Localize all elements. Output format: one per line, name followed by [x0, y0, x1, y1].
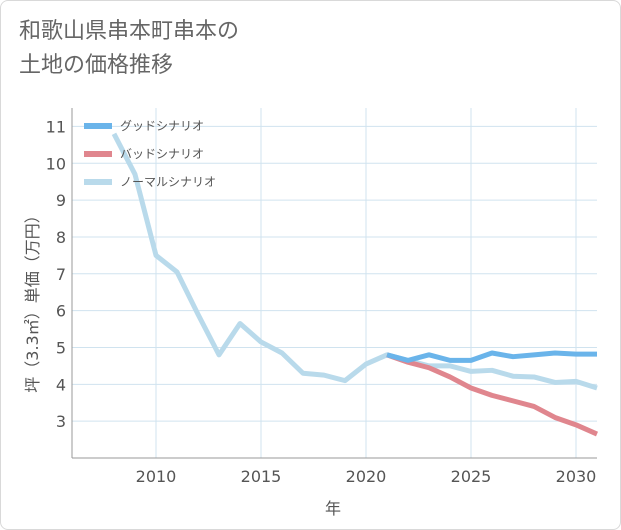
series-line-bad [386, 352, 599, 437]
series-line-good [386, 350, 597, 363]
y-tick-label: 10 [46, 154, 66, 173]
y-tick-label: 5 [56, 338, 66, 357]
grid-lines [72, 108, 597, 458]
chart-title-line-1: 和歌山県串本町串本の [19, 19, 240, 44]
y-tick-label: 8 [56, 228, 66, 247]
legend-label-bad: バッドシナリオ [120, 147, 204, 161]
legend-label-normal: ノーマルシナリオ [120, 175, 216, 189]
chart-title: 和歌山県串本町串本の 土地の価格推移 [19, 15, 419, 83]
chart-title-line-2: 土地の価格推移 [19, 53, 174, 78]
y-tick-label: 4 [56, 375, 66, 394]
y-tick-label: 9 [56, 191, 66, 210]
x-tick-label: 2030 [556, 467, 597, 486]
y-tick-label: 7 [56, 265, 66, 284]
y-tick-label: 11 [46, 117, 66, 136]
y-axis-label: 坪（3.3㎡）単価（万円） [23, 207, 42, 392]
x-tick-label: 2020 [346, 467, 387, 486]
x-tick-label: 2015 [241, 467, 282, 486]
y-tick-label: 6 [56, 302, 66, 321]
legend-label-good: グッドシナリオ [120, 119, 204, 133]
x-tick-label: 2025 [451, 467, 492, 486]
series-line-normal [111, 132, 598, 391]
x-tick-label: 2010 [136, 467, 177, 486]
y-tick-label: 3 [56, 412, 66, 431]
x-axis-label: 年 [325, 499, 341, 518]
series-lines [111, 132, 599, 437]
axes: 2010 2015 2020 2025 2030 3 4 5 6 7 8 9 10 11 [46, 108, 597, 486]
